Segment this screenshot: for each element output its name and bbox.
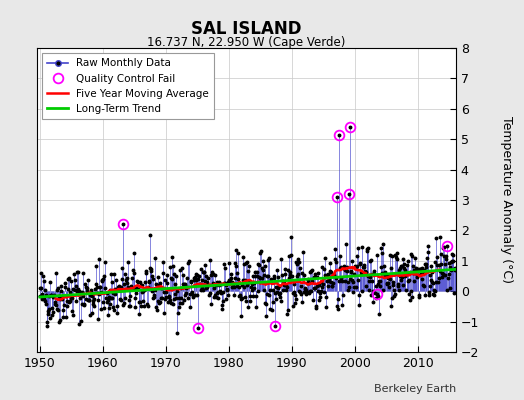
Text: Berkeley Earth: Berkeley Earth bbox=[374, 384, 456, 394]
Y-axis label: Temperature Anomaly (°C): Temperature Anomaly (°C) bbox=[500, 116, 513, 284]
Text: SAL ISLAND: SAL ISLAND bbox=[191, 20, 301, 38]
Legend: Raw Monthly Data, Quality Control Fail, Five Year Moving Average, Long-Term Tren: Raw Monthly Data, Quality Control Fail, … bbox=[42, 53, 214, 119]
Text: 16.737 N, 22.950 W (Cape Verde): 16.737 N, 22.950 W (Cape Verde) bbox=[147, 36, 345, 49]
